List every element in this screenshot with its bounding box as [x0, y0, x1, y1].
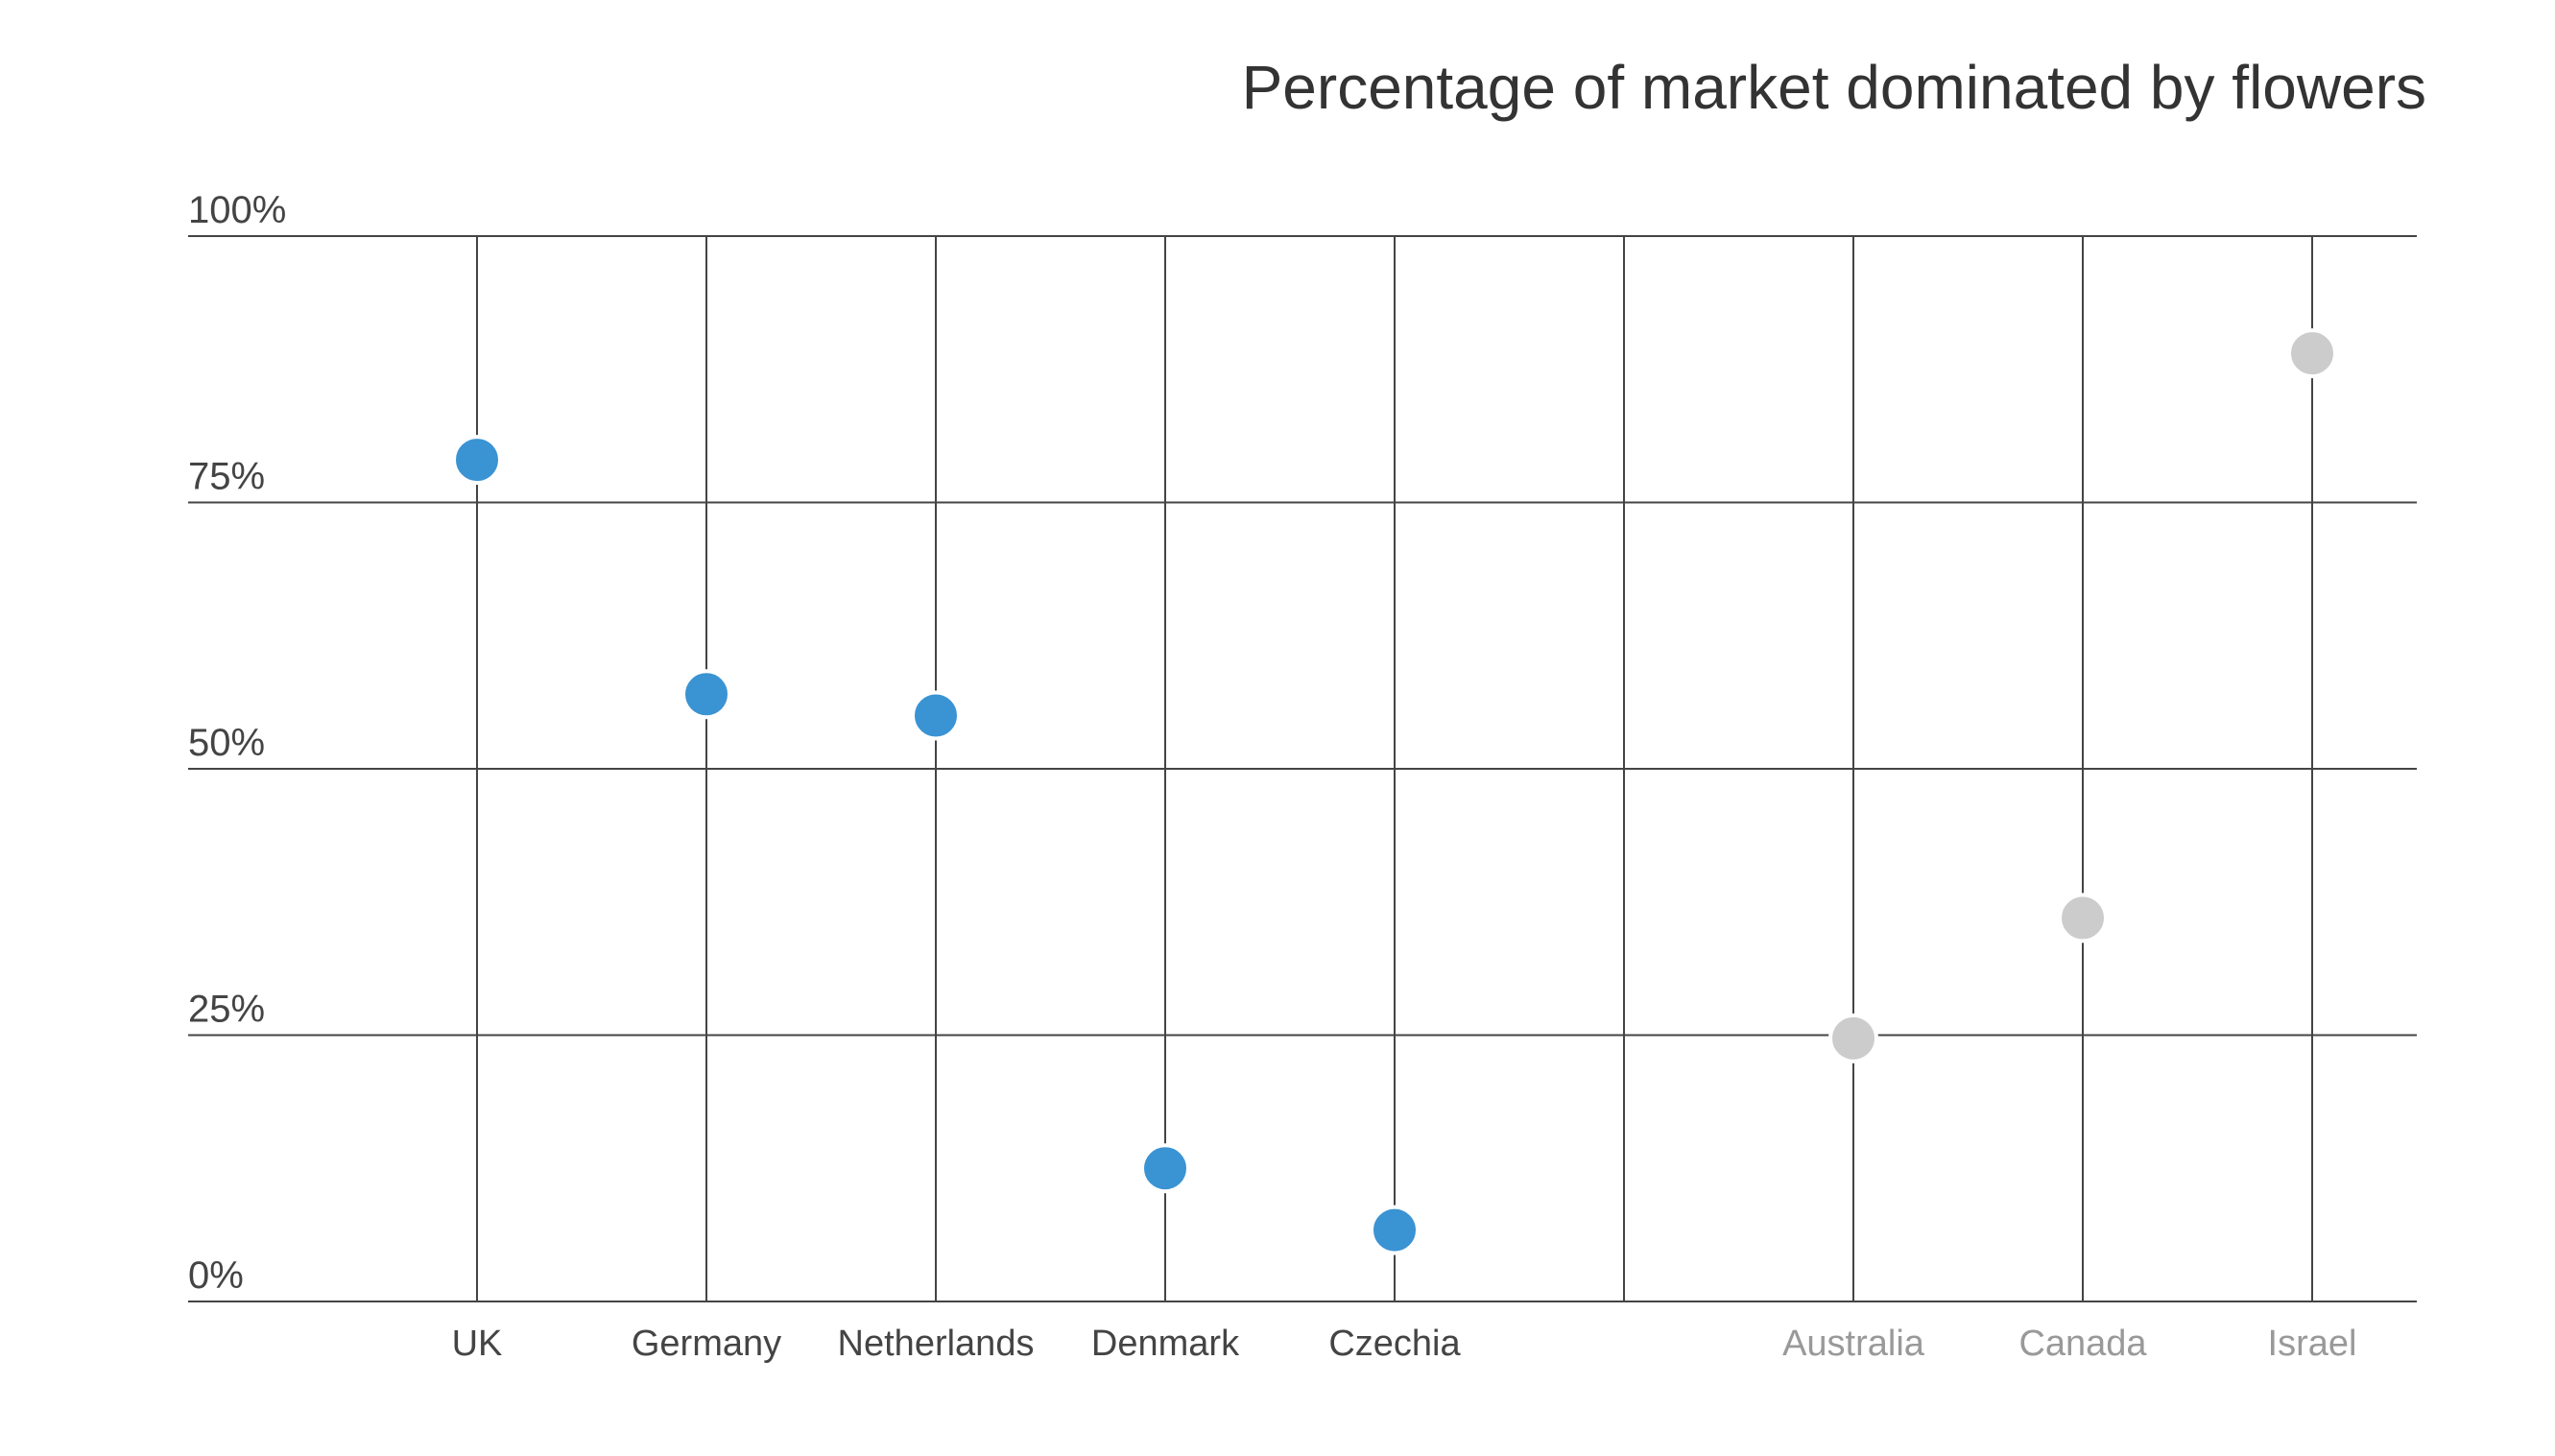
x-tick-label: Israel — [2268, 1324, 2357, 1364]
data-point-canada — [2058, 893, 2108, 943]
x-tick-label: Canada — [2018, 1324, 2147, 1364]
y-tick-label: 25% — [188, 989, 265, 1031]
x-tick-label: Denmark — [1091, 1324, 1240, 1364]
x-tick-label: Netherlands — [838, 1324, 1035, 1364]
data-point-uk — [452, 435, 502, 486]
y-axis-tick-labels: 0% 25% 50% 75% 100% — [188, 189, 286, 1297]
x-tick-label: Australia — [1782, 1324, 1925, 1364]
y-tick-label: 100% — [188, 189, 286, 231]
vertical-gridlines — [476, 236, 2313, 1301]
horizontal-gridlines — [188, 235, 2417, 1302]
data-point-israel — [2287, 328, 2337, 379]
x-axis-tick-labels: UK Germany Netherlands Denmark Czechia Austra… — [452, 1324, 2357, 1364]
x-tick-label: Czechia — [1328, 1324, 1461, 1364]
chart-title: Percentage of market dominated by flower… — [1242, 53, 2426, 122]
y-tick-label: 0% — [188, 1254, 244, 1297]
data-points — [452, 328, 2337, 1255]
data-point-australia — [1828, 1013, 1878, 1063]
data-point-germany — [681, 669, 731, 720]
x-tick-label: Germany — [632, 1324, 781, 1364]
y-tick-label: 75% — [188, 456, 265, 498]
data-point-czechia — [1370, 1205, 1420, 1255]
data-point-denmark — [1140, 1143, 1190, 1194]
y-tick-label: 50% — [188, 722, 265, 764]
data-point-netherlands — [911, 690, 961, 741]
x-tick-label: UK — [452, 1324, 503, 1364]
